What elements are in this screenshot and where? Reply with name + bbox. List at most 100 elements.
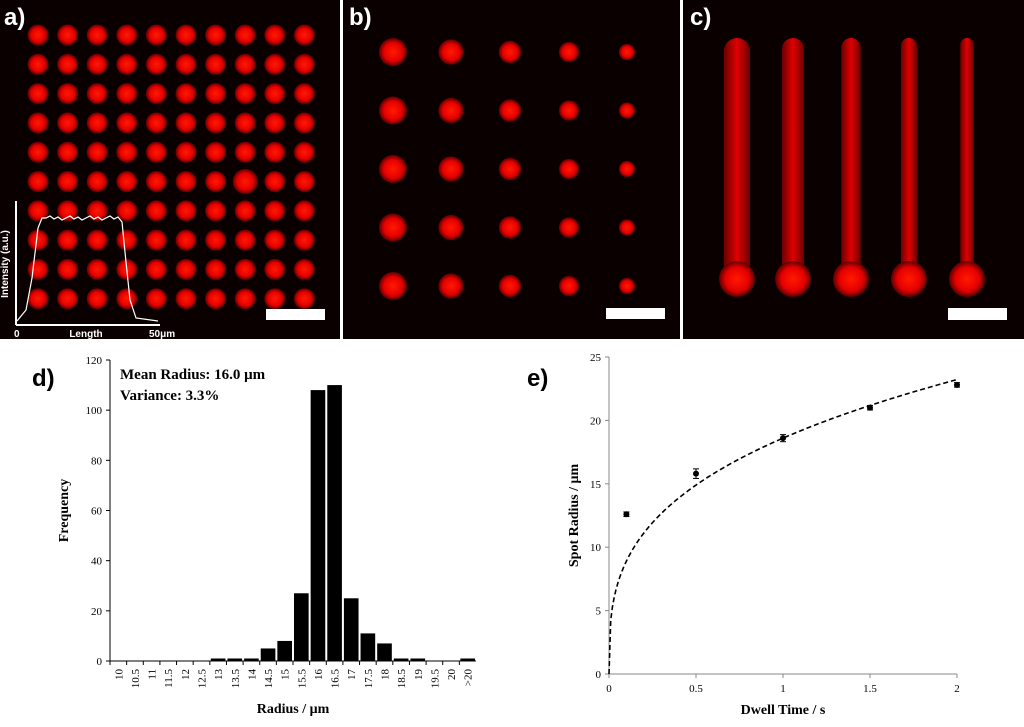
fluorescent-spot xyxy=(498,216,522,239)
panel-label-a: a) xyxy=(4,4,26,31)
inset-x-start: 0 xyxy=(14,329,20,339)
spot-array-b xyxy=(379,38,665,319)
fluorescent-spot xyxy=(234,24,256,46)
x-axis-title: Radius / μm xyxy=(257,702,330,717)
fluorescent-spot xyxy=(618,43,636,61)
panel-label-c: c) xyxy=(690,4,712,31)
fluorescent-spot xyxy=(379,38,407,66)
fluorescent-spot xyxy=(379,272,407,300)
fluorescent-end-spot xyxy=(833,261,869,297)
panel-label-b: b) xyxy=(349,4,372,31)
y-tick-label: 0 xyxy=(596,669,602,681)
x-tick-label: 18 xyxy=(380,669,392,681)
panel-label-e: e) xyxy=(527,365,549,392)
histogram-bar xyxy=(377,643,392,661)
fluorescent-end-spot xyxy=(949,261,985,297)
x-tick-label: 11.5 xyxy=(163,669,175,688)
fluorescent-spot xyxy=(27,112,49,134)
fluorescent-spot xyxy=(175,171,197,192)
inset-y-label: Intensity (a.u.) xyxy=(0,230,11,298)
fluorescent-spot xyxy=(116,200,138,222)
fluorescent-spot xyxy=(27,229,49,251)
fluorescent-spot xyxy=(175,258,197,280)
fluorescent-spot xyxy=(205,83,227,105)
fluorescent-spot xyxy=(264,83,286,105)
fluorescent-spot xyxy=(264,229,286,251)
mean-radius-annotation: Mean Radius: 16.0 μm xyxy=(120,367,266,383)
fluorescent-spot xyxy=(57,288,79,310)
histogram-bar xyxy=(327,385,342,661)
fluorescent-end-spot xyxy=(775,261,811,297)
x-tick-label: 12 xyxy=(180,669,192,680)
fluorescent-spot xyxy=(86,83,108,105)
fluorescent-spot xyxy=(558,41,580,63)
fluorescent-line xyxy=(781,38,805,278)
scale-bar xyxy=(266,309,325,320)
fluorescent-spot xyxy=(234,229,256,251)
fluorescent-spot xyxy=(27,141,49,163)
fluorescent-spot xyxy=(116,141,138,163)
scale-bar xyxy=(948,308,1007,320)
fluorescent-spot xyxy=(116,112,138,134)
panel-label-d: d) xyxy=(32,365,55,392)
fluorescent-spot xyxy=(86,229,108,251)
x-tick-label: 17 xyxy=(346,669,358,681)
fluorescent-spot xyxy=(86,288,108,310)
fluorescent-spot xyxy=(116,53,138,75)
fluorescent-spot xyxy=(27,24,49,46)
x-tick-label: 18.5 xyxy=(396,669,408,689)
fluorescent-spot xyxy=(27,200,49,222)
fluorescent-spot xyxy=(205,200,227,222)
y-tick-label: 80 xyxy=(91,455,103,467)
fluorescent-spot xyxy=(205,112,227,134)
fluorescent-spot xyxy=(175,288,197,310)
fluorescent-line xyxy=(841,38,861,278)
fluorescent-spot xyxy=(264,200,286,222)
fluorescent-spot xyxy=(618,160,636,178)
fluorescent-spot xyxy=(234,112,256,134)
scatter-panel-e: 0 5 10 15 20 25 0 0.5 1 1.5 2 Dwell Time / s Spot Ra… xyxy=(520,343,1024,722)
fluorescent-spot xyxy=(57,112,79,134)
fluorescent-spot xyxy=(264,258,286,280)
x-tick-label: 13.5 xyxy=(230,669,242,689)
fluorescent-spot xyxy=(57,258,79,280)
y-tick-label: 40 xyxy=(91,556,103,568)
data-point xyxy=(693,470,699,477)
fluorescent-spot xyxy=(264,171,286,192)
fluorescent-spot xyxy=(205,171,227,192)
fluorescent-line xyxy=(724,38,750,278)
fluorescent-spot xyxy=(175,24,197,46)
fluorescent-spot xyxy=(379,96,407,125)
fluorescent-spot xyxy=(86,141,108,163)
fluorescent-spot xyxy=(293,288,315,310)
y-tick-label: 120 xyxy=(86,355,103,367)
fluorescent-spot xyxy=(145,141,167,163)
fluorescent-spot xyxy=(498,157,522,181)
intensity-profile-line xyxy=(16,215,159,322)
x-tick-label: 1 xyxy=(780,683,786,695)
x-tick-label: 19.5 xyxy=(429,669,441,689)
x-tick-label: 2 xyxy=(954,683,960,695)
x-tick-label: 13 xyxy=(213,669,225,681)
fluorescent-spot xyxy=(293,53,315,75)
histogram-panel-d: 0 20 40 60 80 100 120 10 10.5 11 11.5 12 12.5 13 13.5 1… xyxy=(0,343,520,722)
fluorescent-spot xyxy=(205,258,227,280)
fluorescent-spot xyxy=(145,288,167,310)
fluorescent-spot xyxy=(86,258,108,280)
fluorescent-spot xyxy=(205,288,227,310)
fluorescent-spot xyxy=(498,40,522,64)
fluorescent-spot xyxy=(145,112,167,134)
y-tick-label: 100 xyxy=(86,405,103,417)
fluorescent-spot xyxy=(498,274,522,298)
fluorescent-end-spot xyxy=(891,261,927,297)
fluorescent-spot xyxy=(145,53,167,75)
fluorescent-spot xyxy=(234,141,256,163)
x-tick-label: >20 xyxy=(463,669,475,687)
fluorescent-spot xyxy=(57,83,79,105)
data-point xyxy=(623,511,630,518)
fluorescent-spot xyxy=(264,141,286,163)
fluorescent-spot xyxy=(57,53,79,75)
fluorescent-spot xyxy=(438,156,464,182)
fluorescent-spot xyxy=(27,83,49,105)
fluorescent-spot xyxy=(27,258,49,280)
